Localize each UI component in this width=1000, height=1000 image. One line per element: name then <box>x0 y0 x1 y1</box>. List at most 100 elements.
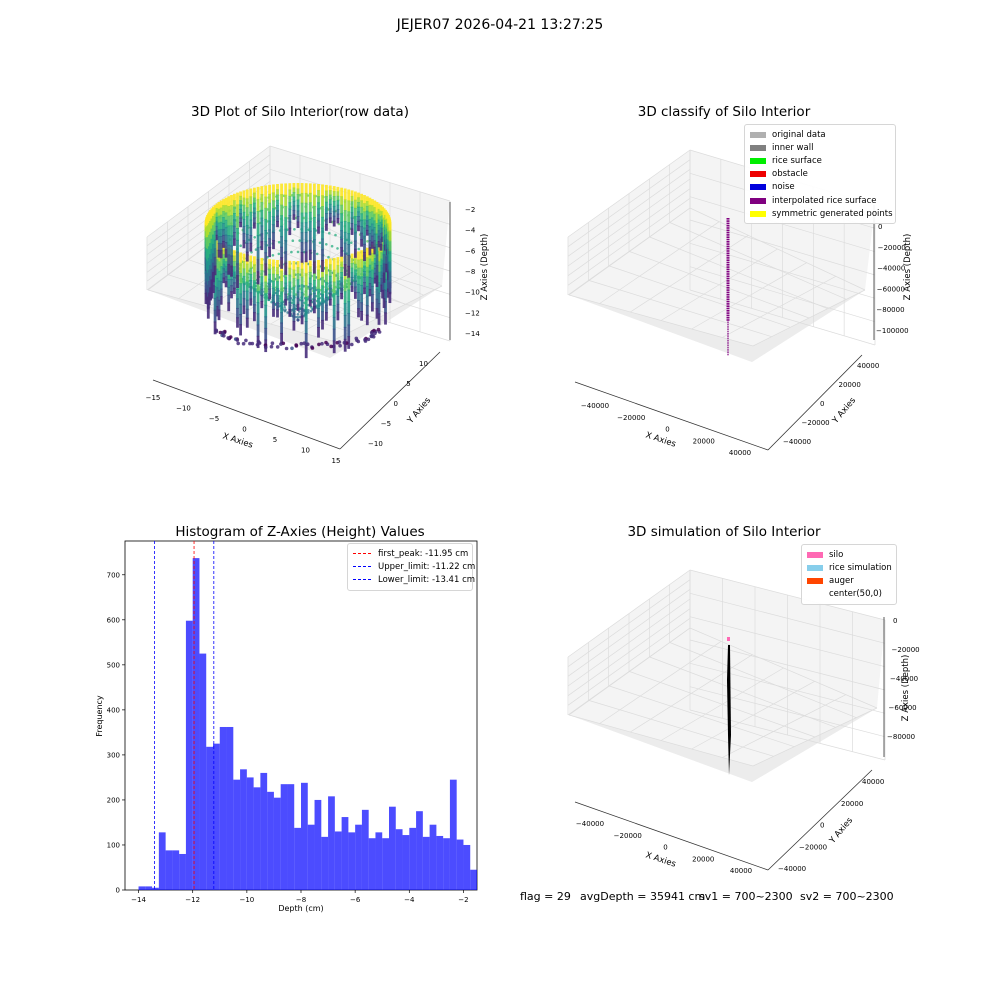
panel4-title: 3D simulation of Silo Interior <box>627 524 821 540</box>
tick-label: −20000 <box>892 646 920 654</box>
data-point <box>357 211 360 218</box>
grid-line <box>269 285 451 342</box>
data-point <box>363 276 366 284</box>
grid-line <box>567 598 691 687</box>
data-point <box>336 186 340 193</box>
data-point <box>236 263 239 277</box>
data-point <box>371 244 374 255</box>
data-point <box>373 267 377 274</box>
histogram-bar <box>246 777 254 890</box>
data-point <box>357 220 360 227</box>
tick-label: 40000 <box>730 867 752 875</box>
data-point <box>363 211 366 221</box>
data-point <box>308 211 312 223</box>
data-point <box>298 239 302 242</box>
data-point <box>313 217 316 230</box>
interpolated-point <box>726 220 730 222</box>
data-point <box>233 260 236 268</box>
data-point <box>350 206 354 214</box>
tick-label: −5 <box>209 415 219 423</box>
tick-label: 20000 <box>693 437 715 445</box>
panel4-legend: silo rice simulation auger center(50,0) <box>801 544 897 605</box>
data-point <box>328 293 332 300</box>
legend-entry: interpolated rice surface <box>750 194 890 207</box>
tick-label: −80000 <box>887 733 915 741</box>
x-tick-label: −2 <box>458 896 468 904</box>
data-point <box>336 296 340 305</box>
data-point <box>357 308 360 318</box>
grid-line <box>269 168 451 225</box>
data-point <box>332 269 336 283</box>
data-point <box>219 296 223 305</box>
data-point <box>286 311 289 314</box>
data-point <box>276 199 279 207</box>
data-point <box>332 210 336 217</box>
data-point <box>217 222 221 231</box>
data-point <box>236 228 239 241</box>
data-point <box>365 229 369 236</box>
data-point <box>284 183 288 196</box>
histogram-bar <box>443 838 450 890</box>
data-point <box>313 205 316 219</box>
data-point <box>253 202 256 209</box>
data-point <box>284 240 288 253</box>
data-point <box>379 221 383 229</box>
grid-line <box>689 569 886 621</box>
data-point <box>304 260 308 274</box>
data-point <box>321 294 324 304</box>
data-point <box>253 236 256 239</box>
data-point <box>382 254 386 265</box>
histogram-bar <box>456 839 464 890</box>
data-point <box>264 230 268 243</box>
data-point <box>354 240 357 250</box>
data-point <box>375 233 379 245</box>
data-point <box>340 213 343 223</box>
data-point <box>277 252 281 256</box>
data-point <box>343 338 347 352</box>
data-point <box>256 302 260 315</box>
data-point <box>371 241 374 249</box>
data-point <box>222 258 225 265</box>
data-point <box>268 283 271 290</box>
data-point <box>253 312 256 322</box>
grid-line <box>567 589 691 677</box>
data-point <box>332 305 336 318</box>
data-point <box>292 209 296 216</box>
data-point <box>308 300 312 307</box>
tick-label: 40000 <box>729 449 751 457</box>
data-point <box>304 272 308 286</box>
data-point <box>377 292 381 305</box>
legend-label: Upper_limit: -11.22 cm <box>378 561 476 572</box>
data-point <box>284 228 288 242</box>
interpolated-point <box>726 312 730 314</box>
data-point <box>236 275 239 289</box>
data-point <box>377 214 381 221</box>
data-point <box>321 238 324 251</box>
interpolated-point <box>726 268 730 271</box>
data-point <box>313 250 316 263</box>
data-point <box>239 200 242 206</box>
data-point <box>224 261 228 268</box>
data-point <box>300 276 304 286</box>
data-point <box>325 259 328 268</box>
histogram-bar <box>307 824 315 890</box>
data-point <box>280 204 283 217</box>
data-point <box>365 201 369 207</box>
data-point <box>343 253 347 266</box>
legend-swatch <box>807 577 823 584</box>
data-point <box>239 252 242 264</box>
data-point <box>217 202 221 210</box>
data-point <box>373 207 377 215</box>
x-tick-label: −6 <box>350 896 361 904</box>
data-point <box>239 273 242 285</box>
data-point <box>222 263 225 270</box>
data-point <box>249 211 253 221</box>
data-point <box>284 308 287 312</box>
data-point <box>272 216 275 226</box>
data-point <box>302 341 307 346</box>
figure-title: JEJER07 2026-04-21 13:27:25 <box>396 17 604 33</box>
data-point <box>343 221 347 233</box>
data-point <box>213 286 217 299</box>
grid-line <box>567 608 691 696</box>
interpolated-point <box>726 277 730 280</box>
